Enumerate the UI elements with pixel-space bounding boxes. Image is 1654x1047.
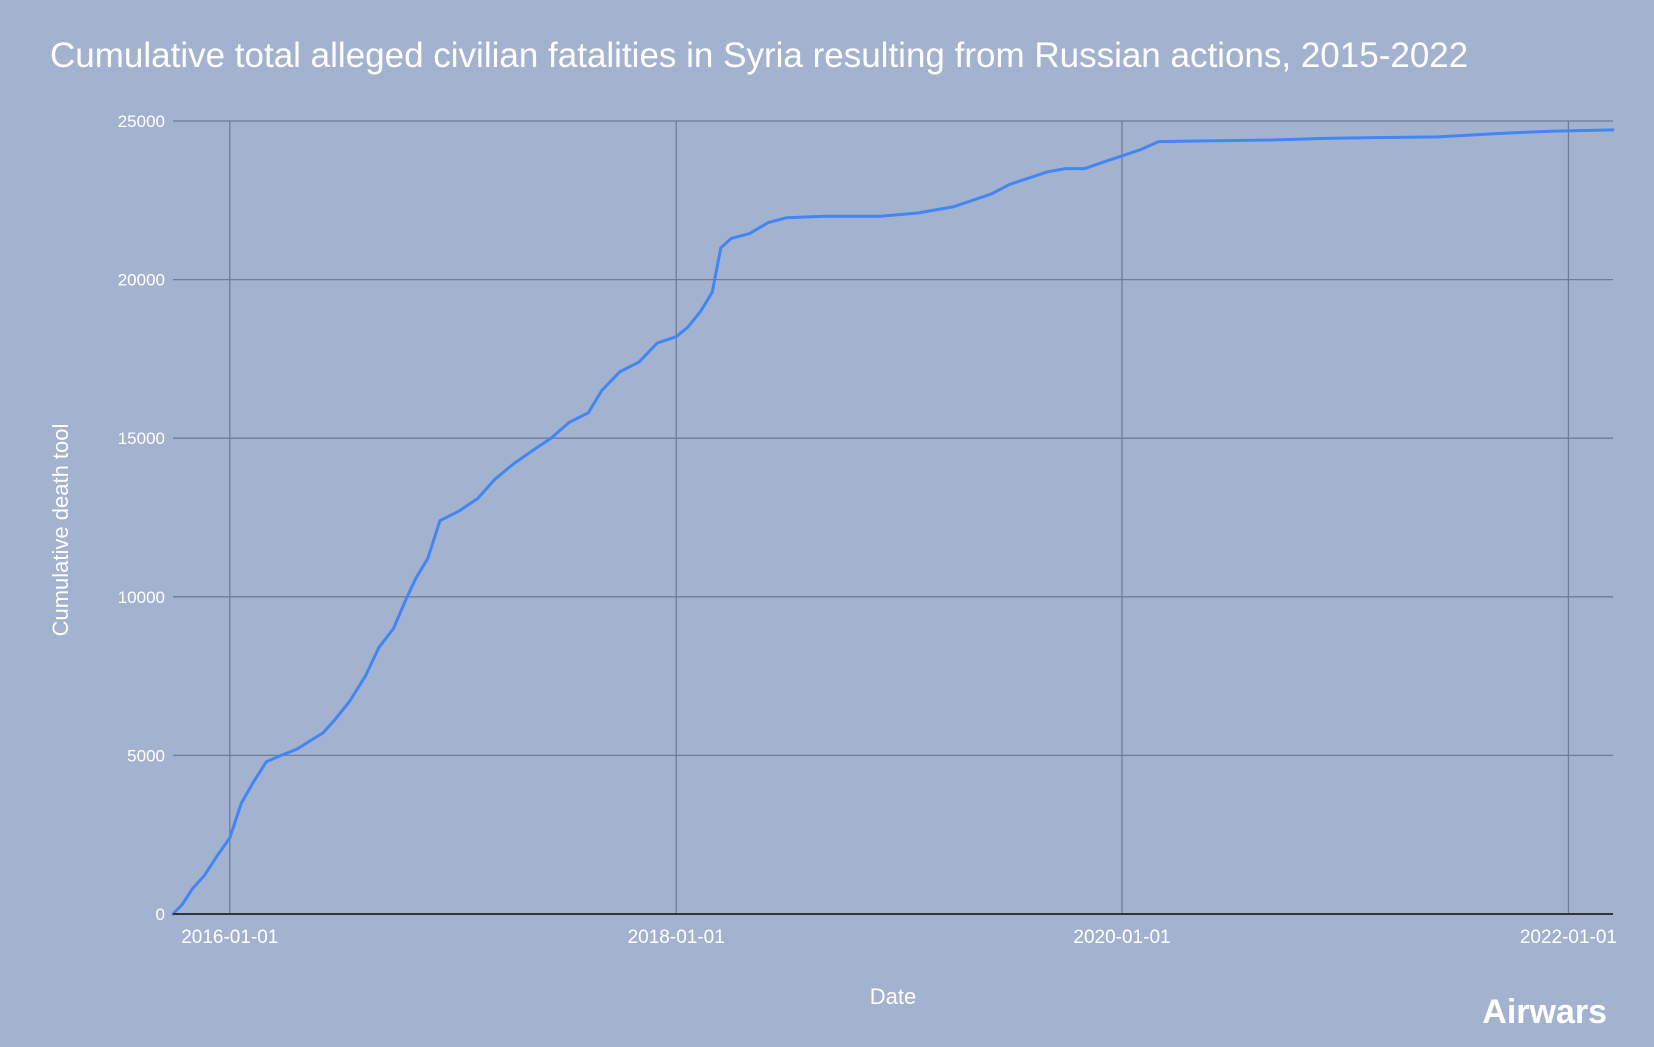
y-axis-label: Cumulative death tool <box>48 424 73 637</box>
x-tick-labels: 2016-01-01 2018-01-01 2020-01-01 2022-01-01 <box>181 927 1617 948</box>
y-tick-label: 20000 <box>118 271 165 290</box>
y-tick-label: 25000 <box>118 112 165 131</box>
chart-title: Cumulative total alleged civilian fatali… <box>50 36 1468 75</box>
grid-layer <box>173 120 1613 914</box>
x-tick-label: 2018-01-01 <box>628 927 725 948</box>
x-tick-label: 2022-01-01 <box>1520 927 1617 948</box>
x-axis-label: Date <box>870 984 916 1009</box>
y-tick-labels: 0 5000 10000 15000 20000 25000 <box>118 112 165 924</box>
airwars-brand-label: Airwars <box>1482 993 1607 1031</box>
y-tick-label: 10000 <box>118 588 165 607</box>
x-tick-label: 2016-01-01 <box>181 927 278 948</box>
y-tick-label: 0 <box>156 905 165 924</box>
y-tick-label: 15000 <box>118 429 165 448</box>
x-tick-label: 2020-01-01 <box>1073 927 1170 948</box>
y-tick-label: 5000 <box>127 746 165 765</box>
series-line <box>171 128 1615 916</box>
